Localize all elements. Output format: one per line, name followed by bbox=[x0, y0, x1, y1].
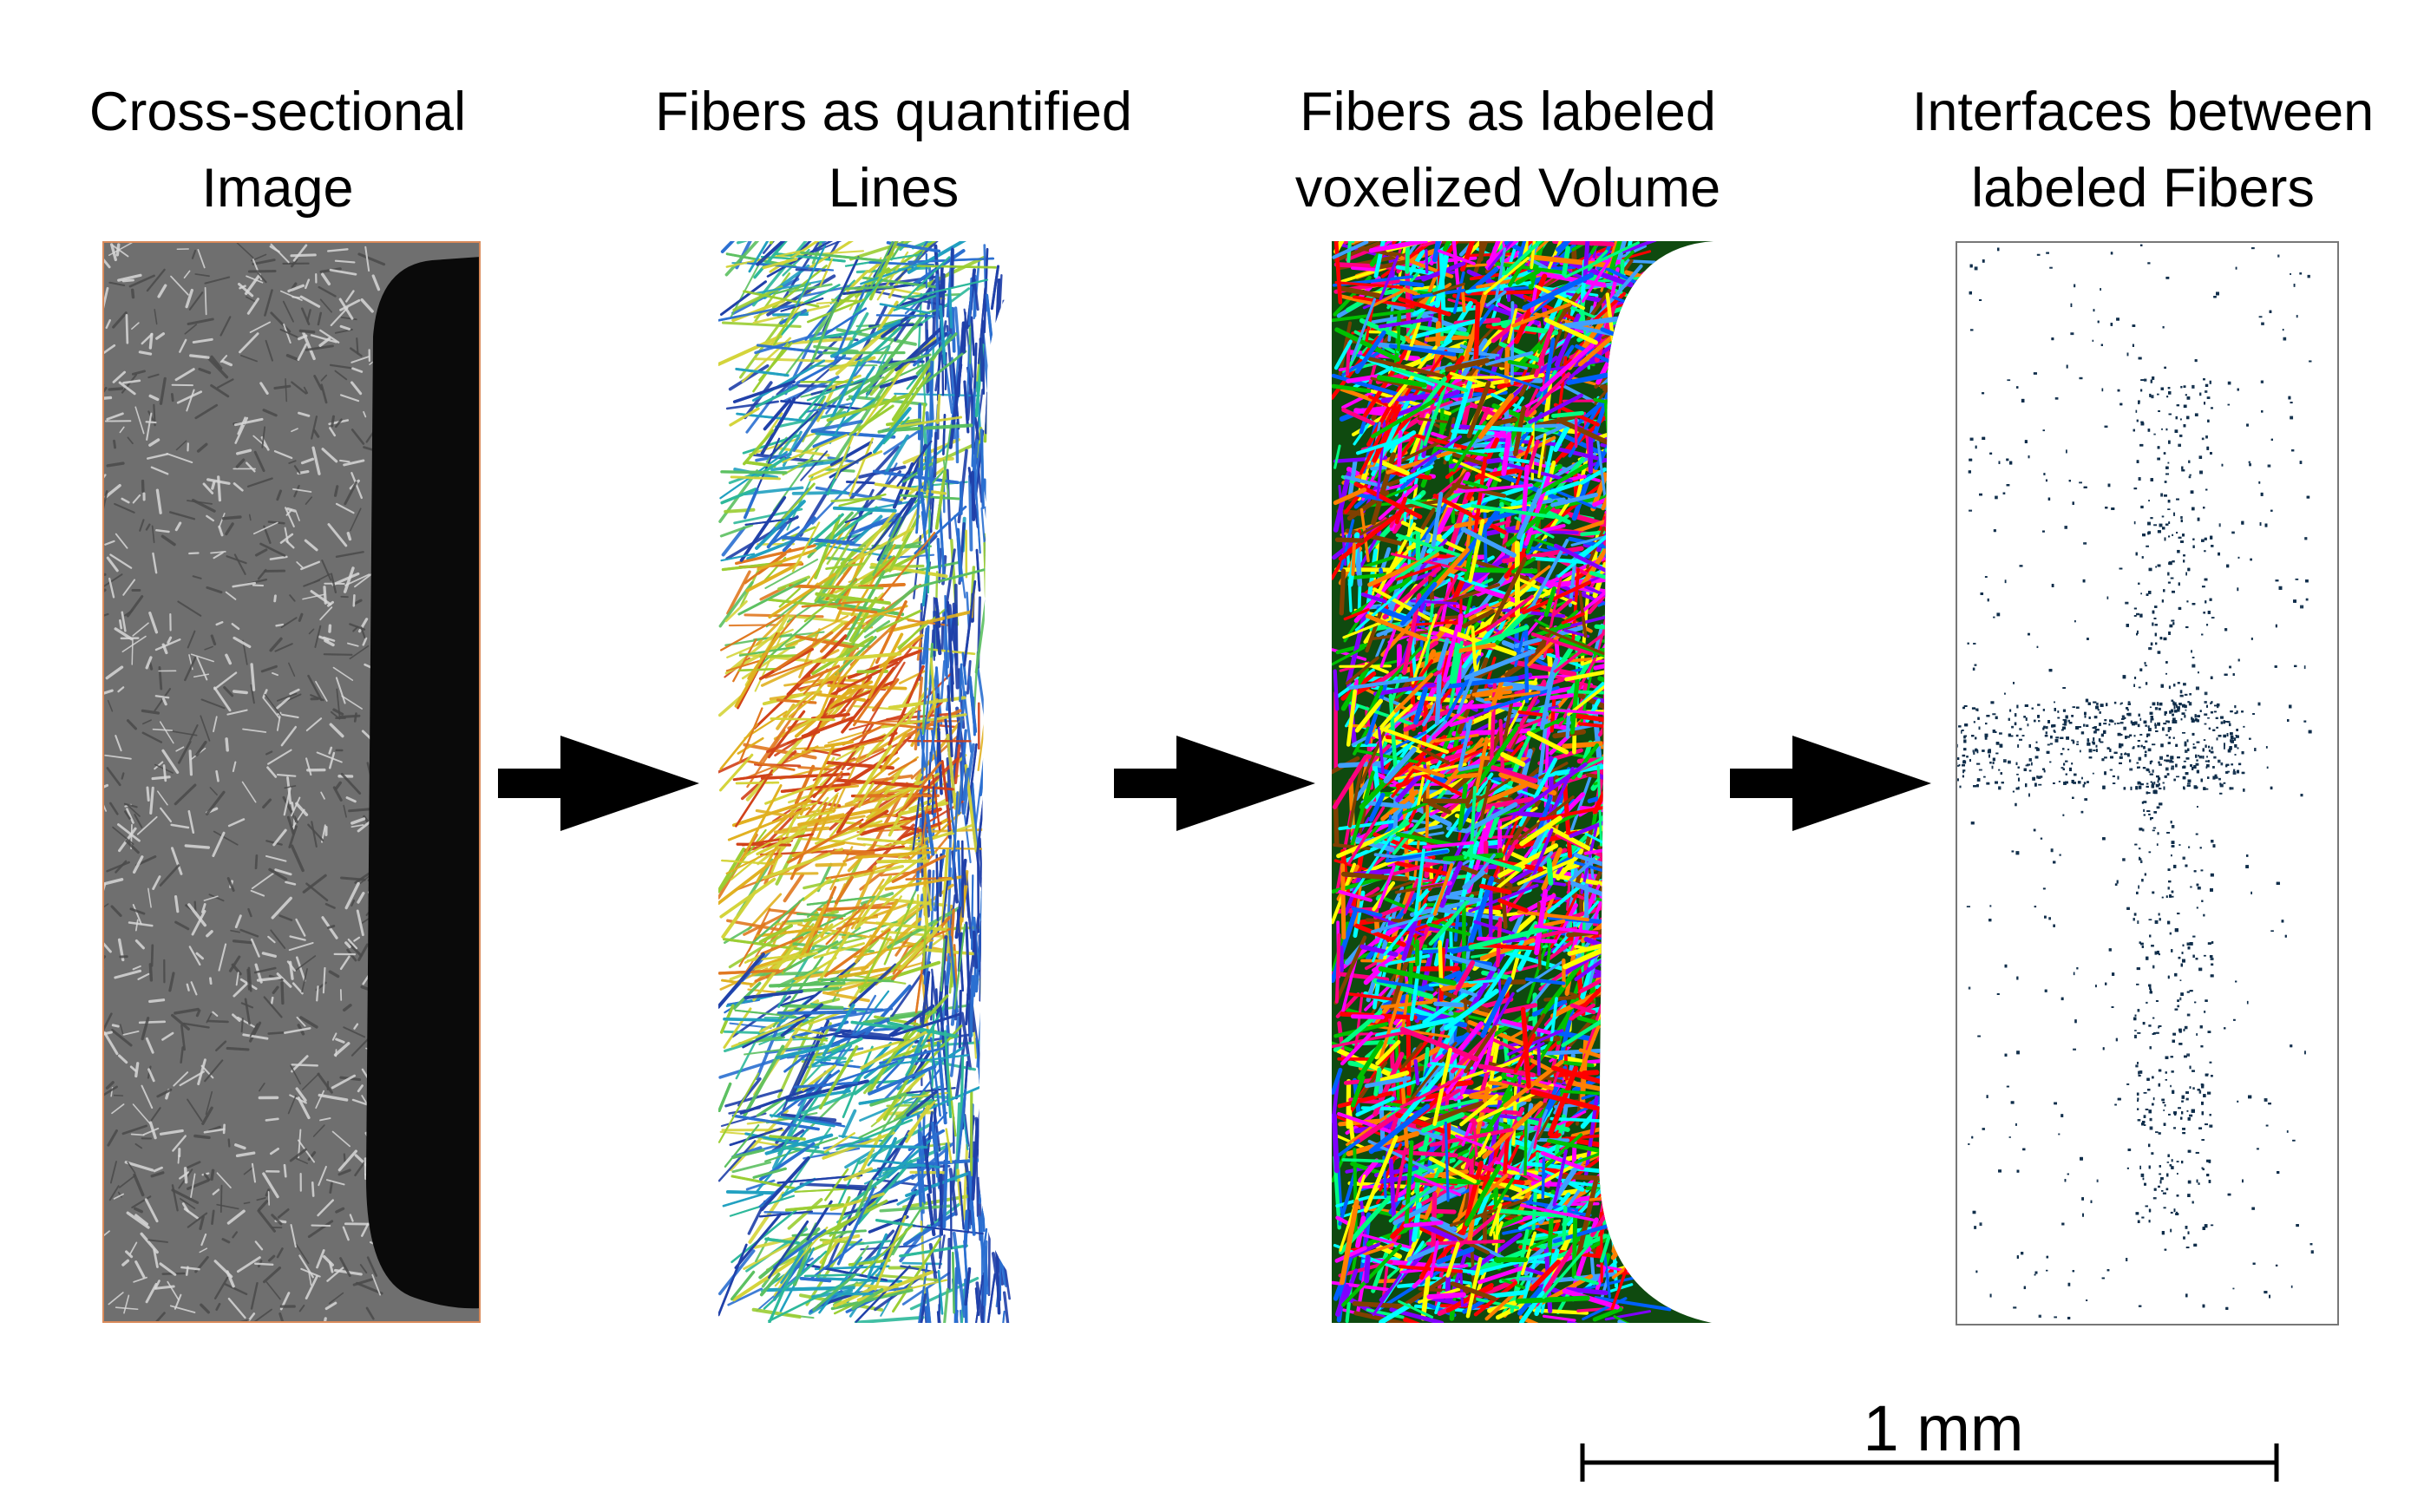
step-title-quantified-lines: Fibers as quantified Lines bbox=[616, 74, 1171, 226]
panel-border bbox=[1956, 241, 2339, 1325]
title-line: Cross-sectional bbox=[88, 82, 467, 142]
process-arrow bbox=[1114, 736, 1315, 831]
title-line: labeled Fibers bbox=[1971, 158, 2315, 219]
step-title-interfaces: Interfaces between labeled Fibers bbox=[1865, 74, 2411, 226]
cross-sectional-image bbox=[102, 241, 481, 1323]
title-line: Fibers as quantified bbox=[655, 82, 1132, 142]
title-line: Image bbox=[201, 158, 354, 219]
scale-bar-label: 1 mm bbox=[1863, 1392, 2024, 1464]
title-line: voxelized Volume bbox=[1294, 158, 1721, 219]
fiber-lines bbox=[718, 241, 1016, 1323]
ct-border bbox=[102, 241, 481, 1323]
labeled-volume-panel bbox=[1332, 241, 1713, 1323]
interfaces-panel bbox=[1956, 241, 2339, 1325]
ct-fiber-texture bbox=[102, 242, 403, 1323]
title-line: Interfaces between bbox=[1911, 82, 2375, 142]
step-title-cross-section: Cross-sectional Image bbox=[0, 74, 555, 226]
ct-dark-region bbox=[366, 257, 481, 1309]
title-line: Lines bbox=[828, 158, 960, 219]
process-arrow bbox=[498, 736, 699, 831]
scale-bar bbox=[1580, 1443, 2279, 1482]
interface-points bbox=[1956, 244, 2314, 1319]
title-line: Fibers as labeled bbox=[1300, 82, 1716, 142]
step-title-labeled-volume: Fibers as labeled voxelized Volume bbox=[1230, 74, 1785, 226]
quantified-lines-panel bbox=[718, 241, 1016, 1323]
process-arrow bbox=[1730, 736, 1931, 831]
